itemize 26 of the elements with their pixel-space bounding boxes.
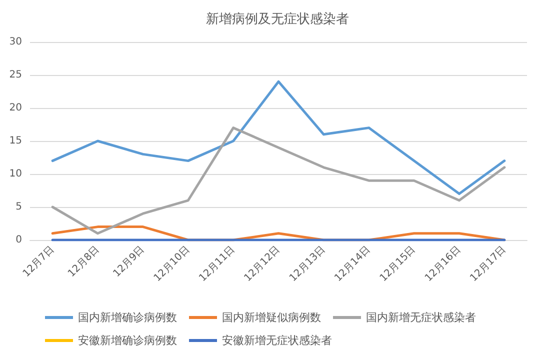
y-tick-label: 20	[9, 102, 22, 114]
y-tick-label: 30	[9, 36, 22, 48]
x-tick-label: 12月16日	[423, 244, 464, 284]
x-tick-label: 12月13日	[288, 244, 328, 284]
line-series	[51, 80, 506, 196]
legend-label: 国内新增确诊病例数	[78, 311, 177, 324]
legend-label: 国内新增无症状感染者	[366, 311, 476, 324]
legend-label: 安徽新增确诊病例数	[78, 334, 177, 347]
y-tick-label: 25	[9, 70, 22, 80]
x-tick-label: 12月9日	[111, 244, 147, 280]
y-tick-label: 15	[9, 136, 22, 146]
legend-label: 安徽新增无症状感染者	[222, 334, 332, 347]
x-tick-label: 12月11日	[197, 244, 238, 284]
legend-label: 国内新增疑似病例数	[222, 311, 321, 324]
line-series	[51, 126, 506, 235]
y-tick-label: 5	[16, 202, 22, 212]
x-tick-label: 12月10日	[152, 244, 192, 284]
x-tick-label: 12月7日	[21, 244, 56, 280]
y-tick-label: 10	[9, 168, 22, 180]
chart-title: 新增病例及无症状感染者	[206, 12, 349, 27]
x-tick-label: 12月8日	[66, 244, 102, 280]
x-tick-label: 12月15日	[378, 244, 418, 284]
y-tick-label: 0	[16, 234, 22, 246]
x-tick-label: 12月12日	[242, 244, 282, 284]
x-tick-label: 12月14日	[332, 244, 373, 284]
x-tick-label: 12月17日	[468, 244, 508, 284]
